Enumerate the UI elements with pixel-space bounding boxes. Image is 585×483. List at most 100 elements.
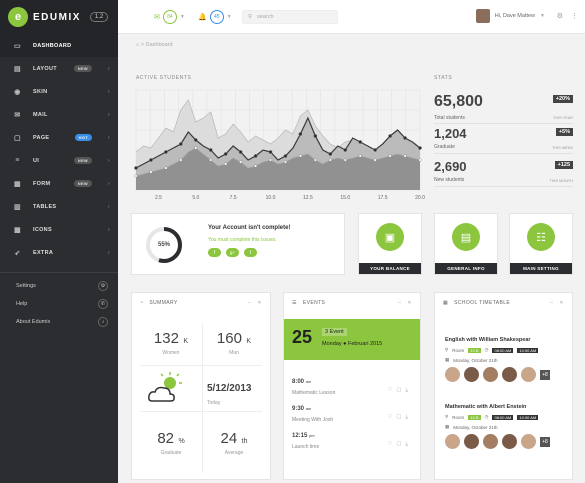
tile-general-info[interactable]: ▤ GENERAL INFO: [434, 213, 498, 275]
mail-notification[interactable]: ✉ 84 ▼: [154, 10, 185, 24]
tile-main-setting[interactable]: ☷ MAIN SETTING: [509, 213, 573, 275]
tile-label: MAIN SETTING: [510, 263, 572, 274]
class-meta: ⚲ Room 13 B ◷ 08:00 AM 10:00 AM: [445, 414, 562, 420]
chart-point: [373, 148, 377, 152]
more-attendees[interactable]: +8: [540, 369, 550, 380]
chart-point: [193, 138, 198, 142]
sidebar-item-label: PAGE: [33, 134, 50, 141]
sidebar-item-mail[interactable]: ✉ MAIL ›: [0, 103, 118, 126]
sidebar-item-form[interactable]: ▦ FORM NEW ›: [0, 172, 118, 195]
avatar[interactable]: [445, 434, 460, 449]
timetable-item[interactable]: Mathematic with Albert Enstein ⚲ Room 13…: [445, 404, 562, 449]
clock-icon: ◷: [484, 347, 489, 352]
chart-point: [223, 152, 228, 156]
summary-date: 5/12/2013 Today: [207, 383, 252, 406]
more-icon[interactable]: ⋮: [571, 13, 578, 20]
room-label: Room: [452, 347, 465, 353]
sidebar-item-skin[interactable]: ◉ SKIN ›: [0, 80, 118, 103]
minimize-icon[interactable]: –: [248, 300, 252, 306]
sidebar-nav: ▭ DASHBOARD ▤ LAYOUT NEW › ◉ SKIN › ✉ MAIL…: [0, 34, 118, 264]
event-time-value: 8:00: [292, 379, 305, 385]
search-input[interactable]: ⚲ search: [242, 10, 338, 24]
event-item[interactable]: 12:15 pm Launch time ♡▢⤓: [292, 433, 412, 455]
download-icon[interactable]: ⤓: [405, 441, 412, 447]
facebook-icon[interactable]: f: [208, 248, 221, 257]
graduate-value: 82: [157, 430, 174, 447]
sidebar-item-dashboard[interactable]: ▭ DASHBOARD: [0, 34, 118, 57]
close-icon[interactable]: ✕: [257, 300, 262, 306]
event-item[interactable]: 9:30 am Meeting With Josh ♡▢⤓: [292, 406, 412, 428]
twitter-icon[interactable]: t: [244, 248, 257, 257]
start-time: 08:00 AM: [492, 414, 514, 420]
user-menu[interactable]: Hi, Dave Mattew ▼: [475, 9, 545, 23]
avatar[interactable]: [502, 367, 517, 382]
breadcrumb-current[interactable]: Dashboard: [145, 42, 173, 48]
avatar[interactable]: [521, 367, 536, 382]
chart-tick-label: 17.5: [378, 195, 388, 201]
sidebar-item-label: LAYOUT: [33, 65, 57, 72]
heart-icon[interactable]: ♡: [387, 387, 397, 393]
edumix-logo[interactable]: e: [8, 7, 28, 27]
women-unit: K: [183, 338, 189, 345]
sidebar-link-help[interactable]: Help ✆: [0, 295, 118, 313]
date-value: 5/12/2013: [207, 383, 252, 394]
copy-icon[interactable]: ▢: [396, 441, 406, 447]
sidebar-link-about-edumix[interactable]: About Edumix ♪: [0, 313, 118, 331]
download-icon[interactable]: ⤓: [405, 414, 412, 420]
sidebar-item-tables[interactable]: ▥ TABLES ›: [0, 195, 118, 218]
avatar[interactable]: [483, 367, 498, 382]
minimize-icon[interactable]: –: [398, 300, 402, 306]
summary-title: SUMMARY: [149, 300, 178, 306]
avatar[interactable]: [521, 434, 536, 449]
events-title: EVENTS: [302, 300, 326, 306]
stat-divider: [434, 186, 573, 187]
attendees: +8: [445, 434, 562, 449]
avatar[interactable]: [502, 434, 517, 449]
timetable-item[interactable]: English with William Shakespear ⚲ Room 1…: [445, 337, 562, 382]
sidebar-item-icons[interactable]: ▩ ICONS ›: [0, 218, 118, 241]
event-title: Mathematic Lesson: [292, 390, 336, 396]
class-meta: ⚲ Room 13 B ◷ 08:00 AM 10:00 AM: [445, 347, 562, 353]
google-plus-icon[interactable]: g+: [226, 248, 239, 257]
copy-icon[interactable]: ▢: [396, 387, 406, 393]
alert-notification[interactable]: 🔔 45 ▼: [198, 10, 232, 24]
heart-icon[interactable]: ♡: [387, 414, 397, 420]
summary-men: 160 K Man: [203, 330, 265, 356]
more-attendees[interactable]: +8: [540, 436, 550, 447]
sidebar-item-ui[interactable]: ≡ UI NEW ›: [0, 149, 118, 172]
start-time: 08:00 AM: [492, 347, 514, 353]
avatar[interactable]: [464, 434, 479, 449]
minimize-icon[interactable]: –: [550, 300, 554, 306]
stat-divider: [434, 123, 573, 124]
home-icon[interactable]: ⌂: [136, 42, 140, 48]
sidebar-link-settings[interactable]: Settings ⚙: [0, 277, 118, 295]
tile-your-balance[interactable]: ▣ YOUR BALANCE: [358, 213, 422, 275]
sidebar-item-layout[interactable]: ▤ LAYOUT NEW ›: [0, 57, 118, 80]
chart-point: [313, 158, 317, 162]
chart-point: [343, 158, 347, 162]
close-icon[interactable]: ✕: [407, 300, 412, 306]
stat-row: 65,800 Total students +20% THIS YEAR: [434, 93, 573, 129]
download-icon[interactable]: ⤓: [405, 387, 412, 393]
event-ampm: pm: [309, 433, 315, 438]
chart-point: [179, 158, 183, 162]
avatar[interactable]: [464, 367, 479, 382]
active-students-chart: 2.5 5.0 7.5 10.0 12.5 15.0 17.5 20.0: [134, 89, 425, 201]
settings-icon[interactable]: ⚙: [556, 13, 563, 20]
sidebar-item-extra[interactable]: ➶ EXTRA ›: [0, 241, 118, 264]
stat-label: New students: [434, 177, 465, 183]
event-item[interactable]: 8:00 am Mathematic Lesson ♡▢⤓: [292, 379, 412, 401]
stat-row: 2,690 New students +125 THIS MONTH: [434, 159, 573, 195]
stat-value: 2,690: [434, 159, 467, 174]
list-icon: ☰: [292, 300, 297, 306]
heart-icon[interactable]: ♡: [387, 441, 397, 447]
sidebar-link-label: About Edumix: [16, 319, 51, 325]
men-unit: K: [246, 338, 252, 345]
copy-icon[interactable]: ▢: [396, 414, 406, 420]
avatar[interactable]: [445, 367, 460, 382]
avatar[interactable]: [483, 434, 498, 449]
sidebar-item-label: TABLES: [33, 203, 57, 210]
close-icon[interactable]: ✕: [559, 300, 564, 306]
layout-icon: ▤: [14, 65, 21, 73]
sidebar-item-page[interactable]: ▢ PAGE HOT ›: [0, 126, 118, 149]
